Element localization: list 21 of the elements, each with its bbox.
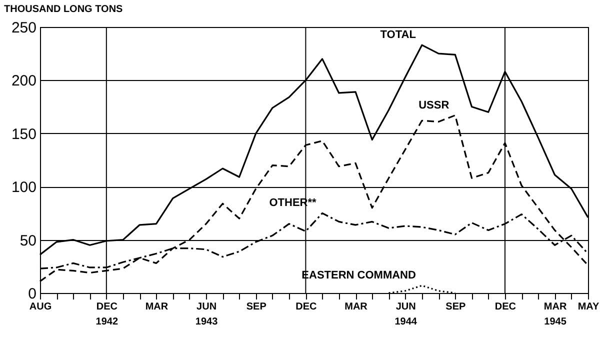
series-label: TOTAL [380, 29, 416, 42]
x-tick-label: JUN 1944 [394, 302, 418, 328]
y-tick-label: 0 [28, 286, 36, 302]
x-tick-label: DEC [296, 302, 317, 312]
x-tick-label: JUN 1943 [195, 302, 218, 328]
y-tick-label: 250 [11, 20, 36, 36]
x-tick-label: MAR [145, 302, 169, 312]
y-axis-title: THOUSAND LONG TONS [4, 4, 124, 15]
series-label: USSR [418, 99, 450, 112]
y-tick-label: 150 [11, 126, 36, 143]
x-tick-label: MAY [578, 302, 600, 312]
x-tick-label: DEC [494, 302, 516, 312]
x-tick-label: SEP [446, 302, 466, 312]
x-tick-label: AUG [29, 302, 52, 312]
x-tick-label: DEC 1942 [96, 302, 118, 328]
x-tick-label: MAR 1945 [544, 302, 568, 328]
y-tick-label: 200 [11, 72, 36, 90]
y-tick-label: 100 [11, 179, 36, 196]
x-tick-label: MAR [344, 302, 368, 312]
x-tick-label: SEP [246, 302, 267, 312]
y-tick-label: 50 [20, 232, 36, 250]
